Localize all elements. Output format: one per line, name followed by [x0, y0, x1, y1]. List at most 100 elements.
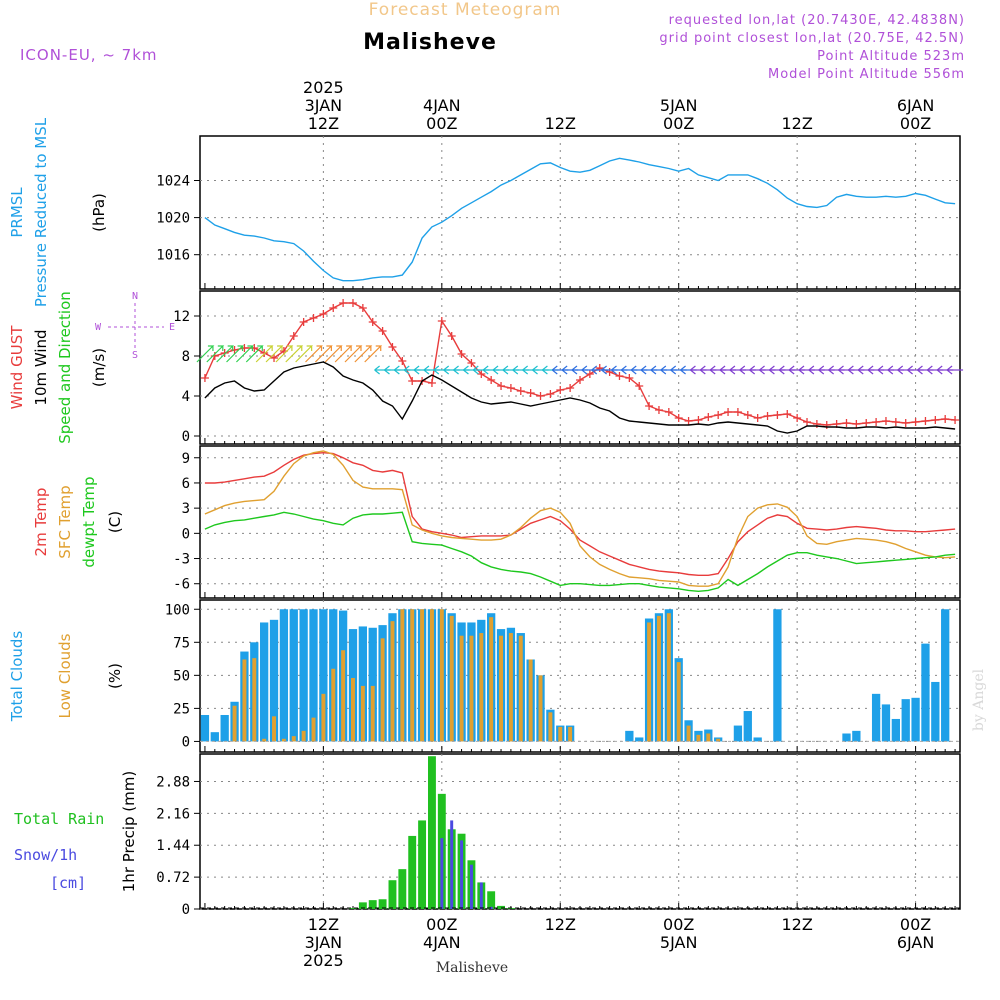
gust-point [339, 299, 348, 307]
gust-point [625, 374, 634, 382]
low-cloud-bar [232, 705, 237, 742]
y-tick-label: 1020 [156, 211, 190, 227]
panel-precip: 0 0.72 1.44 2.16 2.88 [156, 753, 961, 918]
gust-point [881, 417, 890, 425]
panel-frame [199, 135, 961, 290]
rain-bar [388, 880, 397, 909]
bottom-time-label: 00Z [663, 915, 694, 934]
side-label-clouds: Low Clouds [56, 633, 74, 718]
low-cloud-bar [548, 712, 553, 742]
low-cloud-bar [262, 738, 267, 742]
rain-bar [418, 820, 427, 909]
bottom-time-label: 4JAN [423, 933, 461, 952]
compass-s: S [132, 350, 138, 361]
total-cloud-bar [773, 609, 782, 742]
low-cloud-bar [666, 613, 671, 742]
bottom-time-label: 00Z [426, 915, 457, 934]
wind-direction-arrow [196, 345, 215, 363]
top-time-label: 6JAN [897, 96, 935, 115]
top-time-label: 00Z [900, 114, 931, 133]
total-cloud-bar [921, 643, 930, 742]
gust-point [398, 357, 407, 365]
gust-point [872, 418, 881, 426]
gust-point [437, 317, 446, 325]
low-cloud-bar [558, 726, 563, 742]
gust-point [270, 354, 279, 362]
snow-bar [479, 882, 483, 909]
series-line-2m-temp [204, 451, 956, 576]
bottom-time-label: 00Z [900, 915, 931, 934]
low-cloud-bar [469, 635, 474, 742]
low-cloud-bar [281, 738, 286, 742]
side-label-clouds: (%) [106, 663, 124, 689]
gust-point [487, 376, 496, 384]
gust-point [378, 327, 387, 335]
low-cloud-bar [360, 685, 365, 742]
low-cloud-bar [410, 609, 415, 742]
top-time-label: 12Z [545, 114, 576, 133]
total-cloud-bar [871, 693, 881, 742]
top-time-label: 4JAN [423, 96, 461, 115]
gust-point [427, 379, 436, 387]
side-label-pressure: (hPa) [90, 193, 108, 232]
gust-point [911, 418, 920, 426]
total-cloud-bar [289, 609, 298, 742]
low-cloud-bar [301, 730, 306, 742]
gust-point [605, 368, 614, 376]
low-cloud-bar [696, 734, 701, 742]
total-cloud-bar [901, 699, 910, 742]
gust-point [566, 384, 575, 392]
top-time-label: 00Z [663, 114, 694, 133]
low-cloud-bar [291, 736, 296, 742]
rain-bar [506, 908, 515, 909]
top-time-label: 3JAN [305, 96, 343, 115]
rain-bar [497, 905, 505, 909]
low-cloud-bar [272, 716, 276, 742]
compass-e: E [169, 322, 175, 333]
total-cloud-bar [931, 681, 940, 742]
low-cloud-bar [499, 635, 504, 742]
low-cloud-bar [538, 675, 543, 742]
requested-coords: requested lon,lat (20.7430E, 42.4838N) [669, 13, 965, 28]
total-cloud-bar [309, 609, 318, 742]
y-tick-label: 3 [182, 501, 190, 517]
gust-point [763, 412, 772, 420]
y-tick-label: -3 [173, 552, 190, 568]
rain-bar [408, 835, 417, 909]
gust-point [635, 382, 644, 390]
low-cloud-bar [528, 659, 533, 742]
gust-point [822, 421, 831, 429]
gust-point [793, 414, 802, 422]
gust-point [260, 349, 269, 357]
low-cloud-bar [676, 662, 681, 742]
rain-bar [378, 899, 387, 909]
precip-side-label: Total Rain [14, 810, 104, 828]
y-tick-label: 2.88 [156, 774, 190, 790]
y-tick-label: 0 [182, 734, 190, 750]
side-label-pressure: Pressure Reduced to MSL [32, 117, 50, 307]
wind-direction-arrow [946, 365, 964, 375]
y-tick-label: 0.72 [156, 870, 190, 886]
series-line-wind-gust [204, 302, 956, 426]
total-cloud-bar [733, 725, 743, 742]
gust-point [852, 420, 861, 428]
low-cloud-bar [568, 726, 573, 742]
y-tick-label: 0 [182, 902, 190, 918]
y-tick-label: 1.44 [156, 838, 190, 854]
bottom-time-label: 3JAN [305, 933, 343, 952]
low-cloud-bar [489, 617, 494, 742]
gust-point [250, 344, 259, 352]
snow-bar [450, 820, 454, 909]
rain-bar [368, 900, 377, 909]
wind-direction-arrow [245, 345, 264, 363]
side-label-temp: dewpt Temp [80, 476, 98, 567]
panel-frame [199, 445, 961, 599]
top-time-label: 2025 [303, 78, 344, 97]
total-cloud-bar [368, 627, 377, 742]
top-time-label: 5JAN [660, 96, 698, 115]
gust-point [200, 374, 209, 382]
wind-direction-arrow [334, 345, 353, 363]
gust-point [783, 410, 792, 418]
bottom-time-label: 12Z [781, 915, 812, 934]
